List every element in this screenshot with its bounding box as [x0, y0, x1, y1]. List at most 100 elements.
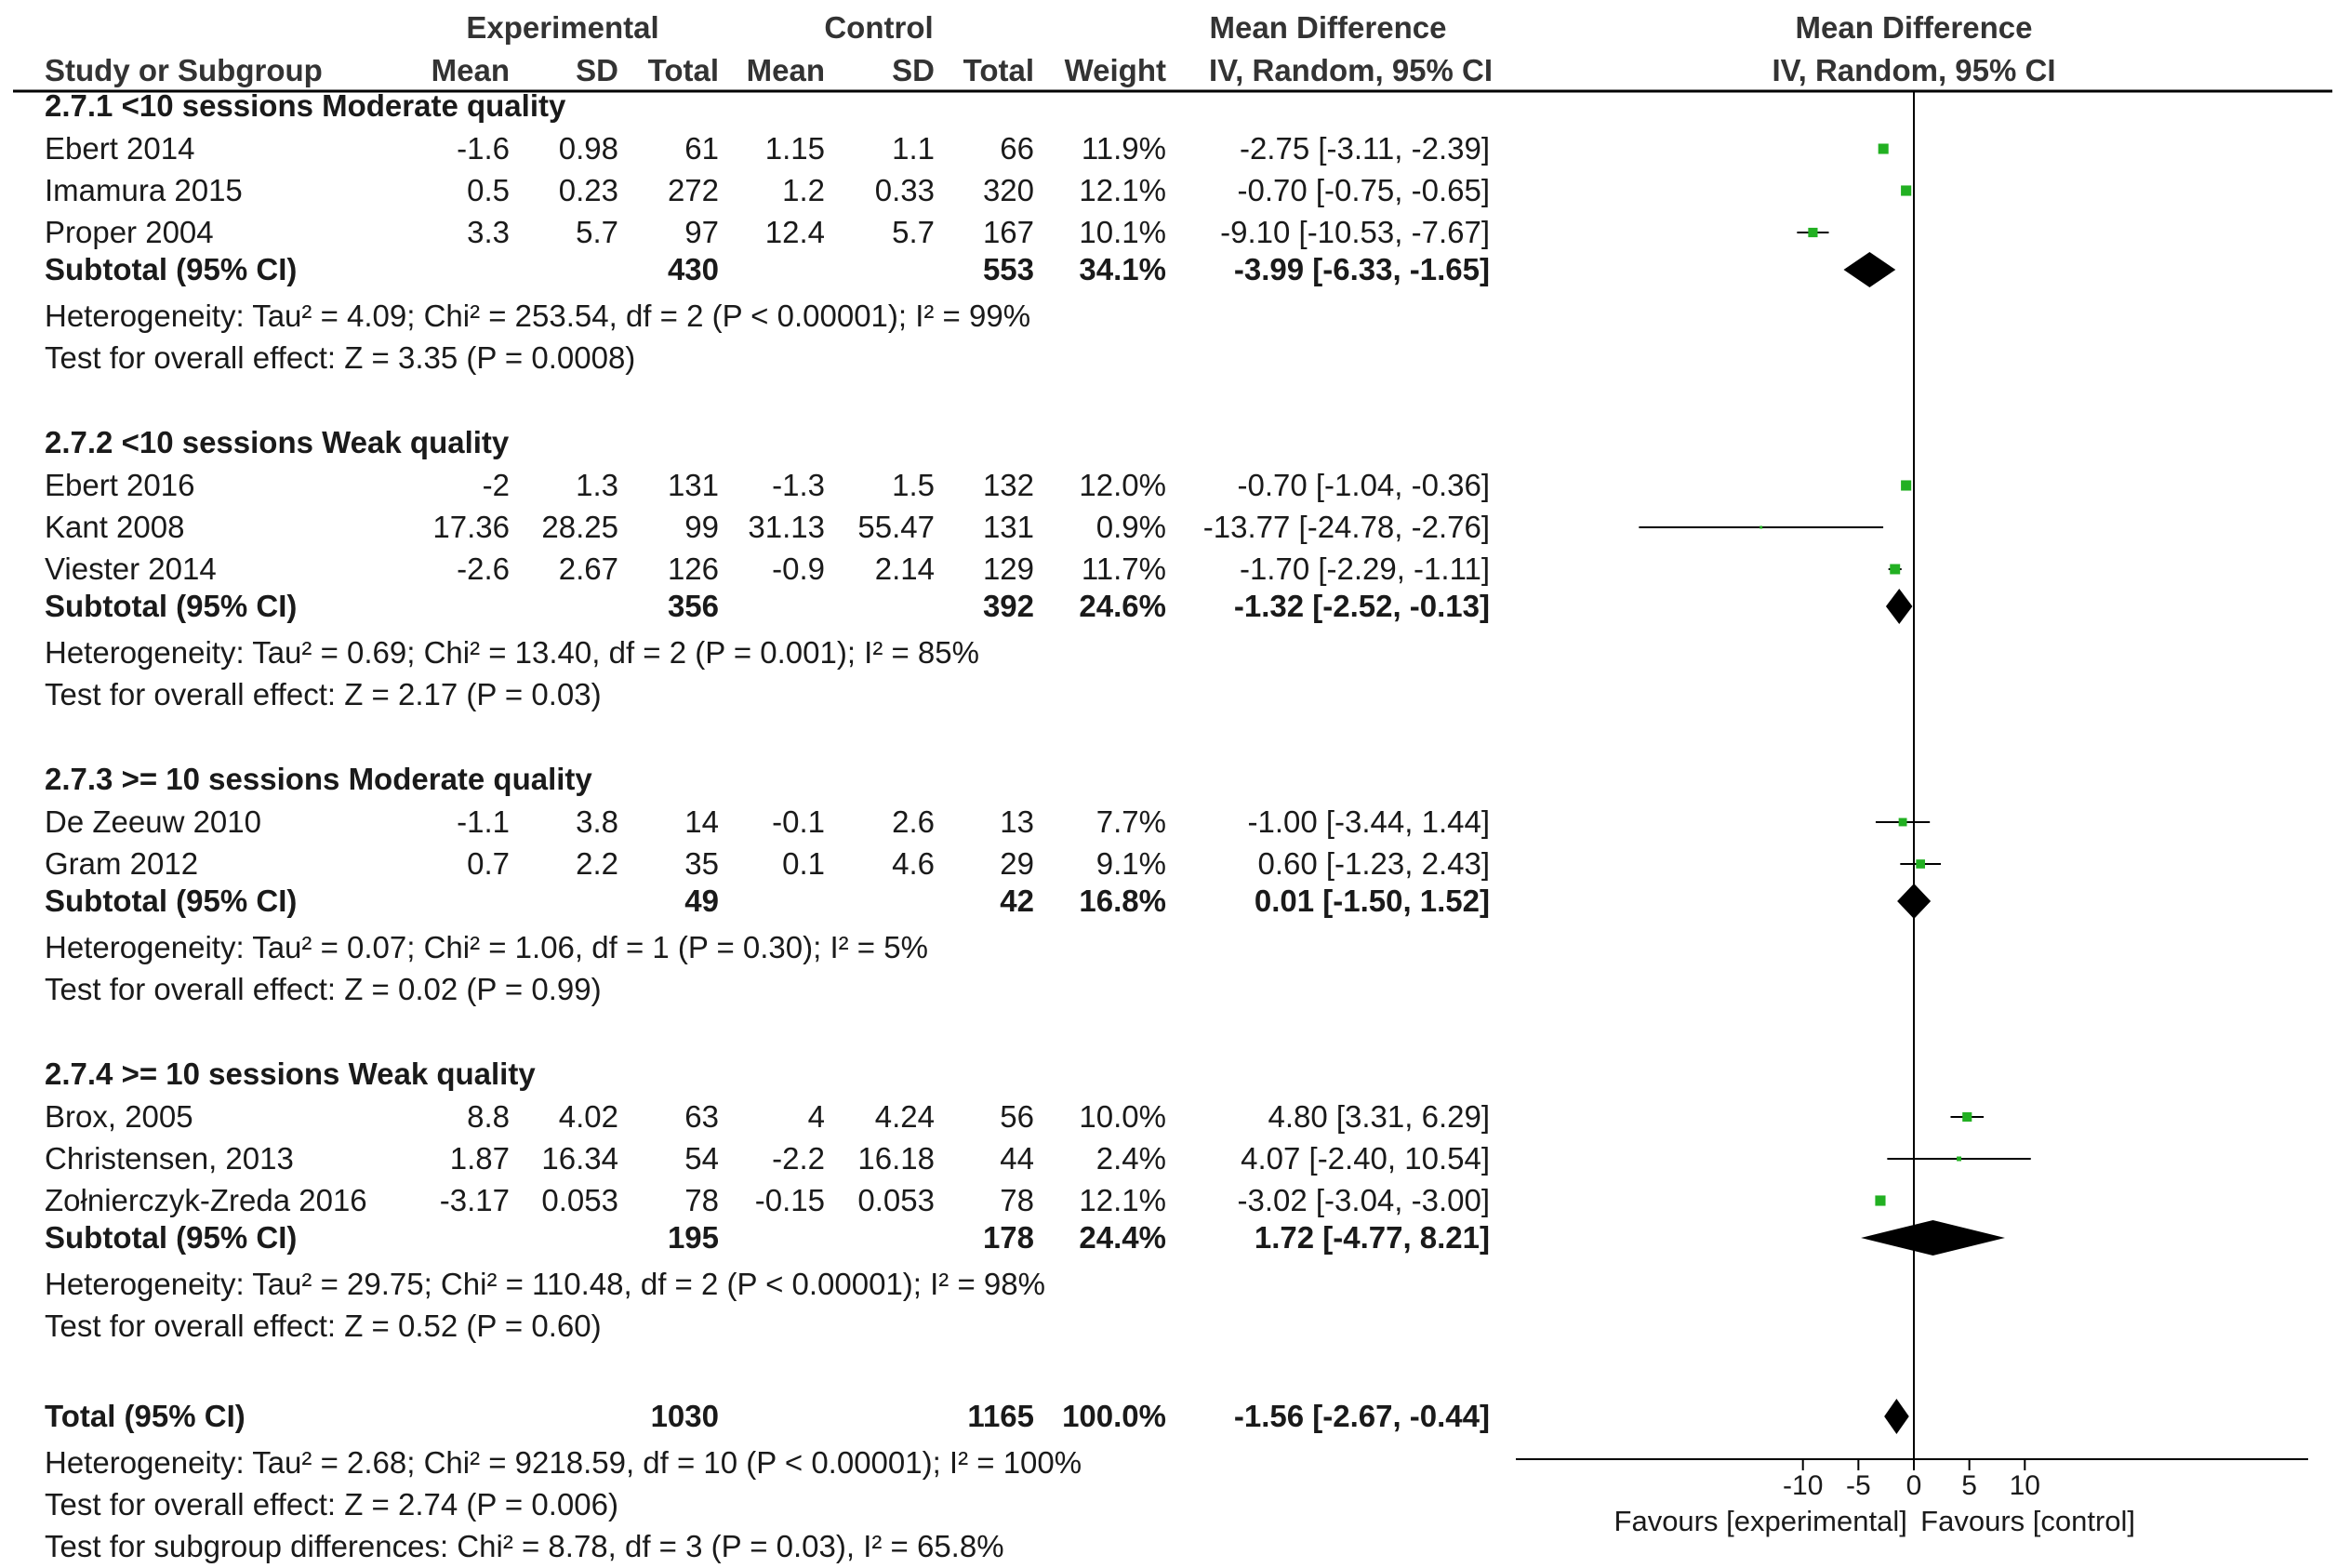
favours-experimental-label: Favours [experimental] — [1614, 1505, 1907, 1537]
header-experimental: Experimental — [466, 10, 658, 45]
exp-mean: 3.3 — [467, 215, 510, 249]
ctl-sd: 5.7 — [892, 215, 935, 249]
plot-area: -10 -5 0 5 10 Favours [experimental] Favours [… — [1516, 91, 2308, 1537]
study-point — [1759, 525, 1763, 529]
ctl-mean: -0.1 — [772, 804, 825, 839]
exp-total: 126 — [668, 551, 719, 586]
header-method: IV, Random, 95% CI — [1209, 53, 1493, 87]
x-tick-label: 10 — [2010, 1470, 2040, 1501]
exp-mean: -1.1 — [457, 804, 510, 839]
study-name: Kant 2008 — [45, 510, 184, 544]
header-study: Study or Subgroup — [45, 53, 323, 87]
ctl-total: 44 — [1000, 1141, 1034, 1176]
subtotal-exp-total: 49 — [684, 884, 719, 918]
ctl-total: 132 — [983, 468, 1034, 502]
total-overall-effect-text: Test for overall effect: Z = 2.74 (P = 0… — [45, 1487, 618, 1521]
study-weight: 11.7% — [1082, 551, 1166, 586]
subtotal-diamond — [1897, 884, 1932, 919]
study-point — [1916, 859, 1925, 869]
study-point — [1898, 817, 1907, 827]
favours-control-label: Favours [control] — [1920, 1505, 2135, 1537]
ctl-total: 167 — [983, 215, 1034, 249]
subgroup-label: 2.7.2 <10 sessions Weak quality — [45, 425, 510, 459]
exp-total: 35 — [684, 846, 719, 881]
subgroup-differences-text: Test for subgroup differences: Chi² = 8.… — [45, 1529, 1004, 1563]
exp-mean: 0.5 — [467, 173, 510, 207]
subgroup-label: 2.7.3 >= 10 sessions Moderate quality — [45, 762, 592, 796]
x-tick-label: 5 — [1961, 1470, 1977, 1501]
exp-total: 54 — [684, 1141, 719, 1176]
ctl-total: 131 — [983, 510, 1034, 544]
study-weight: 9.1% — [1096, 846, 1166, 881]
study-weight: 0.9% — [1096, 510, 1166, 544]
total-ci: -1.56 [-2.67, -0.44] — [1234, 1399, 1490, 1433]
header-control: Control — [824, 10, 933, 45]
subgroup-label: 2.7.1 <10 sessions Moderate quality — [45, 88, 566, 123]
exp-sd: 0.98 — [559, 131, 618, 166]
subtotal-ctl-total: 42 — [1000, 884, 1034, 918]
exp-sd: 3.8 — [576, 804, 618, 839]
ctl-total: 66 — [1000, 131, 1034, 166]
exp-mean: 0.7 — [467, 846, 510, 881]
study-point — [1878, 143, 1889, 154]
header-plot-method: IV, Random, 95% CI — [1772, 53, 2055, 87]
study-ci: -1.00 [-3.44, 1.44] — [1247, 804, 1490, 839]
exp-mean: -1.6 — [457, 131, 510, 166]
study-ci: -2.75 [-3.11, -2.39] — [1240, 131, 1490, 166]
exp-total: 14 — [684, 804, 719, 839]
overall-effect-text: Test for overall effect: Z = 0.02 (P = 0… — [45, 972, 602, 1006]
ctl-mean: 0.1 — [782, 846, 825, 881]
study-name: De Zeeuw 2010 — [45, 804, 261, 839]
heterogeneity-text: Heterogeneity: Tau² = 4.09; Chi² = 253.5… — [45, 299, 1030, 333]
study-ci: -13.77 [-24.78, -2.76] — [1203, 510, 1490, 544]
study-ci: 0.60 [-1.23, 2.43] — [1257, 846, 1490, 881]
exp-mean: 17.36 — [432, 510, 510, 544]
header-exp-mean: Mean — [432, 53, 510, 87]
subtotal-exp-total: 356 — [668, 589, 719, 623]
subtotal-diamond — [1861, 1220, 2005, 1256]
x-tick-label: -5 — [1846, 1470, 1871, 1501]
ctl-total: 129 — [983, 551, 1034, 586]
subtotal-ci: 1.72 [-4.77, 8.21] — [1255, 1220, 1490, 1255]
subtotal-ci: -3.99 [-6.33, -1.65] — [1234, 252, 1490, 286]
x-tick-label: 0 — [1906, 1470, 1922, 1501]
study-point — [1808, 227, 1818, 238]
exp-total: 272 — [668, 173, 719, 207]
study-ci: -0.70 [-0.75, -0.65] — [1238, 173, 1491, 207]
exp-sd: 0.23 — [559, 173, 618, 207]
ctl-mean: -0.9 — [772, 551, 825, 586]
subgroup-label: 2.7.4 >= 10 sessions Weak quality — [45, 1056, 536, 1091]
total-label: Total (95% CI) — [45, 1399, 246, 1433]
exp-sd: 2.67 — [559, 551, 618, 586]
ctl-mean: -2.2 — [772, 1141, 825, 1176]
study-weight: 2.4% — [1096, 1141, 1166, 1176]
header-exp-total: Total — [648, 53, 719, 87]
subtotal-label: Subtotal (95% CI) — [45, 884, 297, 918]
subtotal-label: Subtotal (95% CI) — [45, 252, 297, 286]
subtotal-exp-total: 430 — [668, 252, 719, 286]
total-diamond — [1884, 1399, 1909, 1434]
exp-total: 99 — [684, 510, 719, 544]
x-tick-label: -10 — [1783, 1470, 1823, 1501]
study-name: Ebert 2016 — [45, 468, 194, 502]
exp-sd: 1.3 — [576, 468, 618, 502]
overall-effect-text: Test for overall effect: Z = 2.17 (P = 0… — [45, 677, 602, 711]
exp-mean: -2 — [483, 468, 510, 502]
ctl-total: 13 — [1000, 804, 1034, 839]
study-name: Gram 2012 — [45, 846, 198, 881]
study-weight: 10.0% — [1079, 1099, 1166, 1134]
subtotal-ci: -1.32 [-2.52, -0.13] — [1234, 589, 1490, 623]
study-name: Proper 2004 — [45, 215, 214, 249]
table-body: 2.7.1 <10 sessions Moderate quality Ebert… — [45, 88, 1490, 1563]
exp-mean: -2.6 — [457, 551, 510, 586]
study-ci: 4.80 [3.31, 6.29] — [1268, 1099, 1490, 1134]
ctl-mean: 12.4 — [765, 215, 825, 249]
study-name: Ebert 2014 — [45, 131, 194, 166]
study-weight: 12.1% — [1079, 1183, 1166, 1217]
study-name: Christensen, 2013 — [45, 1141, 294, 1176]
header-ctl-total: Total — [963, 53, 1034, 87]
header-ctl-mean: Mean — [747, 53, 825, 87]
ctl-sd: 4.24 — [875, 1099, 935, 1134]
study-weight: 11.9% — [1082, 131, 1166, 166]
